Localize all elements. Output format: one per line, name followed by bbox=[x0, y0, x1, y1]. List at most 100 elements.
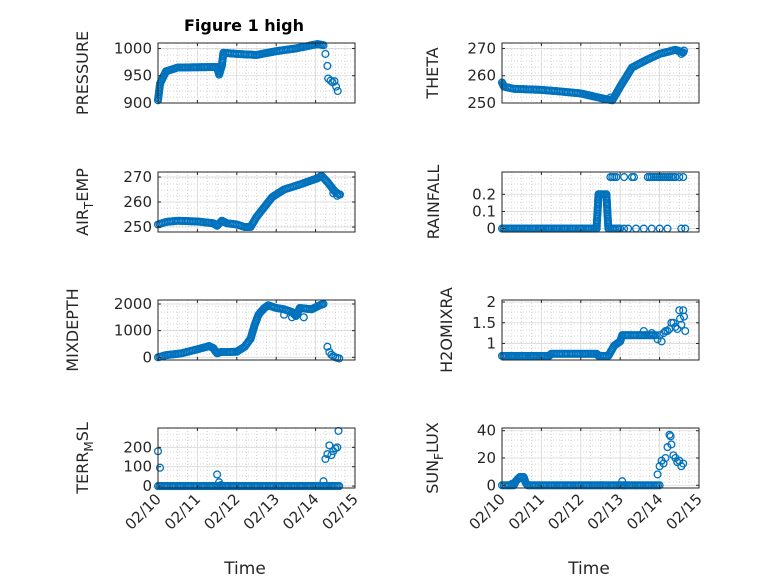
y-tick-label: 1000 bbox=[114, 39, 152, 57]
data-point bbox=[651, 331, 660, 340]
x-tick-label: 02/13 bbox=[240, 490, 283, 533]
y-tick-label: 1000 bbox=[114, 322, 152, 340]
data-point bbox=[681, 326, 690, 336]
data-point bbox=[319, 477, 328, 486]
subplot-h2omixra: 1 1.5 2 H2OMIXRA bbox=[437, 287, 700, 373]
data-point bbox=[335, 190, 345, 199]
data-point bbox=[319, 41, 328, 50]
subplot-air-temp: 250 260 270 AIRTEMP bbox=[73, 168, 356, 236]
data-point bbox=[323, 342, 332, 351]
data-point bbox=[671, 173, 680, 182]
y-axis-label: PRESSURE bbox=[73, 31, 92, 115]
series-markers bbox=[153, 171, 345, 232]
y-axis-label: H2OMIXRA bbox=[437, 287, 456, 373]
y-tick-label: 20 bbox=[477, 449, 496, 467]
data-point bbox=[606, 93, 615, 102]
y-axis-label: THETA bbox=[423, 47, 442, 99]
data-point bbox=[653, 335, 662, 344]
y-tick-label: 260 bbox=[467, 67, 496, 85]
series-markers bbox=[153, 426, 344, 491]
data-point bbox=[333, 443, 342, 452]
subplot-rainfall: 00.10.2 RAINFALL bbox=[424, 165, 700, 240]
data-point bbox=[629, 173, 639, 182]
y-tick-label: 250 bbox=[467, 94, 496, 112]
y-tick-label: 270 bbox=[467, 39, 496, 57]
data-point bbox=[330, 77, 339, 86]
x-tick-label: 02/12 bbox=[200, 490, 243, 533]
y-tick-label: 0 bbox=[486, 220, 496, 238]
data-point bbox=[669, 318, 678, 327]
data-point bbox=[287, 313, 297, 322]
data-point bbox=[612, 173, 621, 182]
data-point bbox=[659, 459, 668, 468]
y-tick-label: 250 bbox=[123, 218, 152, 236]
x-tick-label: 02/10 bbox=[466, 490, 509, 533]
y-tick-label: 0 bbox=[486, 476, 496, 494]
y-axis-label: RAINFALL bbox=[424, 165, 443, 240]
y-tick-label: 2000 bbox=[114, 295, 152, 313]
y-tick-label: 950 bbox=[123, 67, 152, 85]
x-tick-label: 02/14 bbox=[279, 490, 322, 533]
data-point bbox=[673, 324, 682, 334]
data-point bbox=[677, 320, 686, 329]
data-point bbox=[507, 479, 516, 488]
data-point bbox=[335, 482, 344, 491]
data-point bbox=[334, 426, 343, 435]
axes-box bbox=[501, 171, 700, 233]
x-axis-label-right: Time bbox=[567, 559, 610, 579]
x-axis-label-left: Time bbox=[223, 559, 266, 579]
y-axis-label: SUNFLUX bbox=[423, 422, 446, 494]
data-point bbox=[663, 326, 672, 336]
data-point bbox=[155, 463, 165, 472]
axes-box bbox=[501, 299, 700, 361]
data-point bbox=[332, 82, 341, 91]
x-tick-label: 02/15 bbox=[663, 490, 706, 533]
data-point bbox=[299, 313, 308, 322]
x-tick-label: 02/14 bbox=[623, 490, 666, 533]
x-tick-label: 02/11 bbox=[161, 490, 204, 533]
data-point bbox=[675, 306, 684, 315]
y-tick-label: 900 bbox=[123, 94, 152, 112]
series-markers bbox=[153, 299, 344, 363]
x-tick-label: 02/15 bbox=[319, 490, 362, 533]
y-tick-label: 270 bbox=[123, 168, 152, 186]
y-tick-label: 1.5 bbox=[472, 314, 496, 332]
axes-box bbox=[157, 427, 356, 489]
data-point bbox=[679, 312, 689, 321]
y-tick-label: 200 bbox=[123, 438, 152, 456]
subplot-pressure: 900 950 1000 PRESSURE bbox=[73, 31, 356, 115]
data-point bbox=[653, 470, 662, 479]
x-tick-label: 02/12 bbox=[544, 490, 587, 533]
subplot-grid: 900 950 1000 PRESSURE 250 260 270 THETA 25026027… bbox=[63, 31, 706, 533]
data-point bbox=[333, 86, 342, 96]
x-tick-label: 02/11 bbox=[505, 490, 548, 533]
x-tick-label: 02/13 bbox=[584, 490, 627, 533]
data-point bbox=[673, 458, 682, 467]
y-tick-label: 40 bbox=[477, 422, 496, 440]
data-point bbox=[327, 451, 336, 460]
data-point bbox=[262, 302, 272, 311]
data-point bbox=[319, 299, 328, 309]
data-point bbox=[657, 337, 666, 346]
data-point bbox=[666, 432, 675, 441]
y-axis-label: MIXDEPTH bbox=[63, 288, 82, 371]
data-point bbox=[675, 173, 684, 182]
series-markers bbox=[497, 173, 690, 233]
data-point bbox=[661, 453, 670, 463]
data-point bbox=[280, 310, 289, 319]
data-point bbox=[639, 326, 648, 336]
data-point bbox=[323, 61, 332, 70]
data-point bbox=[335, 354, 344, 363]
x-tick-label: 02/10 bbox=[122, 490, 165, 533]
axes-box bbox=[157, 42, 356, 104]
series-markers bbox=[153, 40, 342, 105]
y-tick-label: 0 bbox=[142, 477, 152, 495]
data-point bbox=[326, 76, 335, 85]
data-point bbox=[667, 440, 676, 449]
data-point bbox=[647, 329, 656, 338]
axes-box bbox=[157, 299, 356, 361]
axes-box bbox=[501, 42, 700, 104]
data-point bbox=[665, 430, 674, 439]
